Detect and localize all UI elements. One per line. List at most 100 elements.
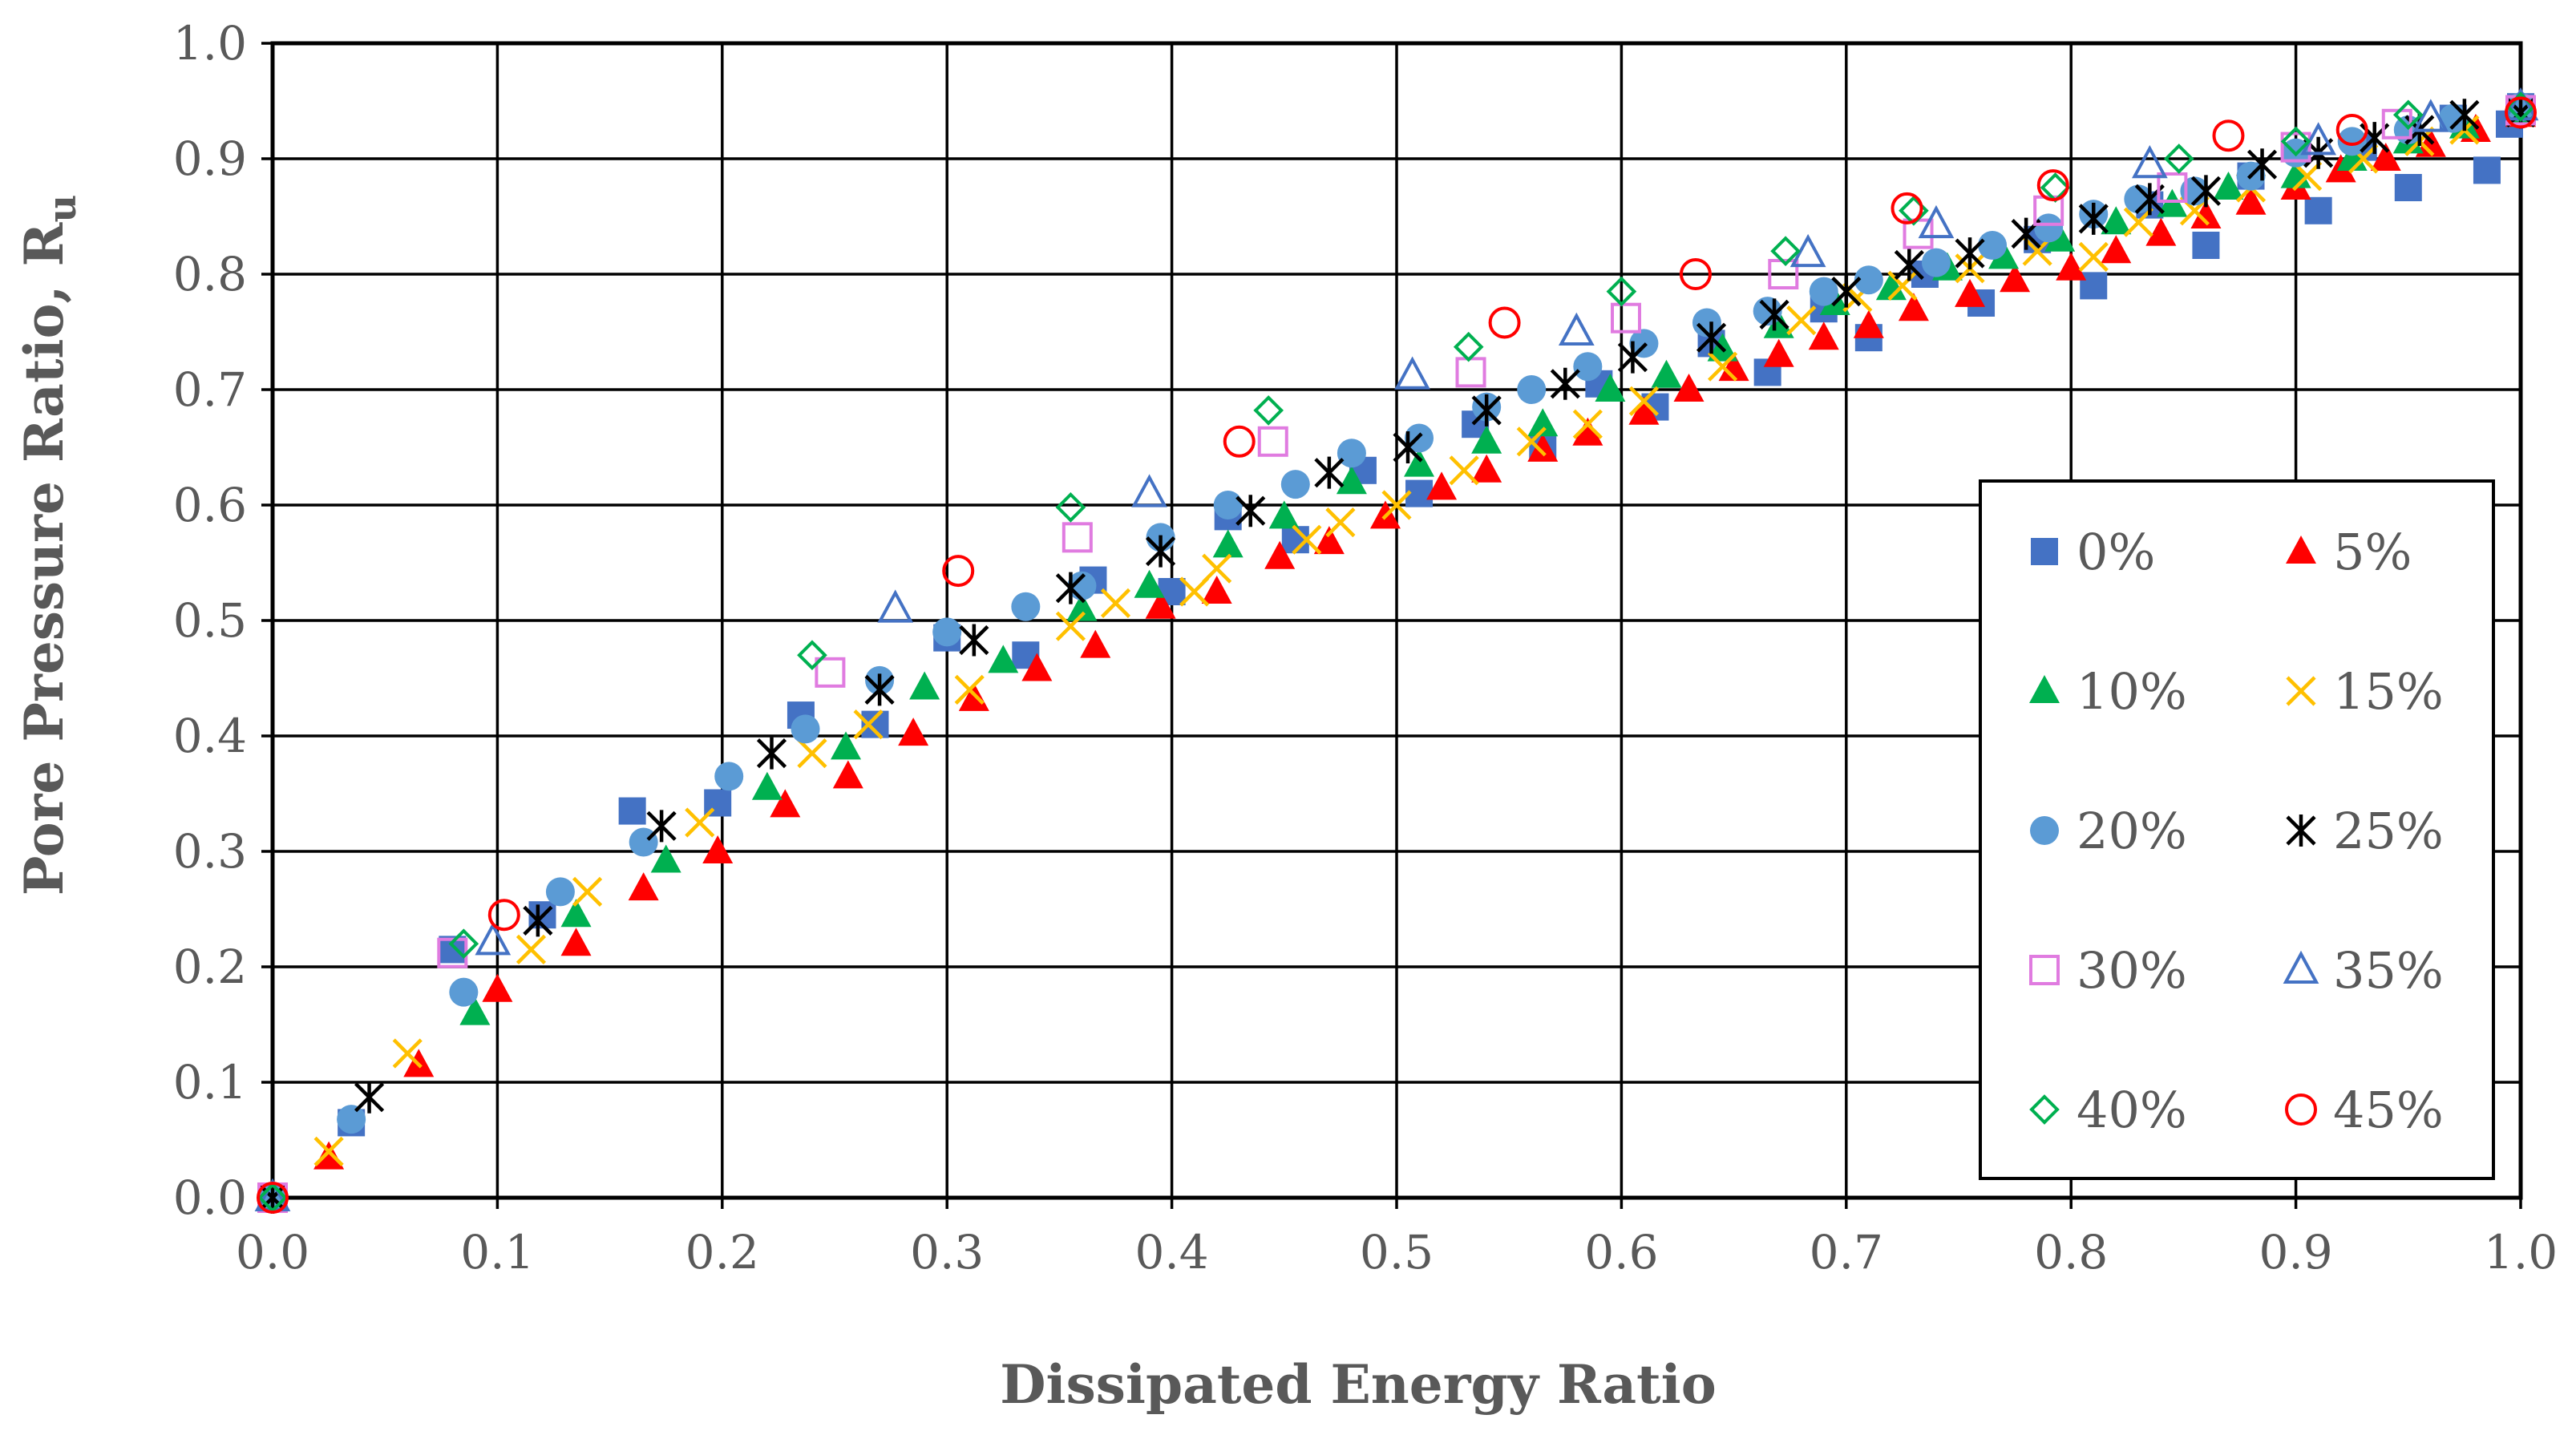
data-point: [523, 904, 553, 937]
data-point: [1831, 275, 1862, 308]
data-point: [1516, 426, 1547, 457]
legend-label: 5%: [2333, 523, 2412, 581]
data-point: [2473, 156, 2501, 184]
data-point: [1808, 321, 1839, 350]
data-point: [1426, 471, 1458, 500]
data-point: [1213, 491, 1243, 519]
y-axis-title-main: Pore Pressure Ratio, R: [13, 222, 75, 896]
y-tick-label: 0.7: [173, 362, 247, 417]
data-point: [1558, 312, 1595, 346]
data-point: [1257, 426, 1288, 457]
data-point: [448, 928, 479, 960]
data-point: [1763, 338, 1794, 367]
y-tick-label: 0.5: [173, 593, 247, 648]
data-point: [1759, 298, 1789, 331]
legend-box: [1979, 479, 2495, 1180]
legend-marker: [2286, 536, 2316, 564]
x-tick-label: 0.9: [2259, 1225, 2332, 1279]
data-point: [1264, 540, 1296, 569]
data-point: [1313, 526, 1345, 555]
data-point: [1062, 522, 1093, 553]
data-point: [1617, 341, 1648, 374]
data-point: [1679, 258, 1712, 290]
data-point: [756, 737, 787, 770]
data-point: [2190, 175, 2222, 208]
data-point: [1789, 233, 1826, 268]
series-9: [257, 96, 2537, 1214]
data-point: [1572, 417, 1603, 446]
data-point: [861, 710, 889, 738]
data-points: [254, 87, 2539, 1214]
data-point: [685, 807, 715, 838]
y-tick-label: 0.0: [173, 1170, 247, 1225]
y-tick-label: 0.3: [173, 824, 247, 879]
legend-label: 20%: [2077, 802, 2187, 860]
data-point: [2190, 200, 2222, 228]
y-tick-label: 0.2: [173, 940, 247, 994]
data-point: [2044, 223, 2076, 252]
data-point: [2157, 172, 2188, 203]
data-point: [832, 760, 863, 789]
data-point: [1853, 309, 1884, 338]
legend-marker: [2029, 675, 2060, 703]
data-point: [714, 762, 744, 791]
data-point: [2123, 207, 2153, 237]
data-point: [1223, 425, 1256, 458]
data-point: [1955, 278, 1986, 307]
data-point: [1292, 524, 1322, 555]
data-point: [516, 934, 547, 964]
data-point: [1336, 466, 1367, 495]
data-point: [770, 789, 801, 818]
data-point: [628, 872, 659, 901]
data-point: [791, 714, 820, 744]
data-point: [1572, 409, 1603, 439]
data-point: [1595, 374, 1626, 402]
data-point: [2192, 232, 2220, 259]
data-point: [1212, 529, 1244, 558]
data-point: [2080, 272, 2108, 300]
data-point: [1394, 356, 1430, 390]
series-5: [257, 96, 2536, 1214]
data-point: [1235, 495, 1266, 528]
legend-label: 40%: [2077, 1081, 2187, 1139]
data-point: [2300, 122, 2337, 156]
data-point: [1268, 500, 1300, 529]
data-point: [1314, 456, 1345, 489]
data-point: [2246, 148, 2278, 181]
data-point: [1337, 439, 1366, 468]
data-point: [1393, 431, 1423, 463]
data-point: [2101, 235, 2132, 264]
data-point: [2163, 144, 2194, 174]
data-point: [2449, 99, 2480, 131]
data-point: [1131, 474, 1167, 507]
data-point: [1921, 248, 1951, 277]
x-tick-label: 0.2: [685, 1225, 759, 1279]
data-point: [1696, 321, 1727, 354]
data-point: [2000, 264, 2031, 293]
data-point: [2392, 99, 2424, 131]
legend-marker: [2029, 1094, 2060, 1125]
data-point: [1550, 367, 1580, 400]
data-point: [702, 835, 734, 863]
x-axis-title: Dissipated Energy Ratio: [1000, 1353, 1716, 1416]
data-point: [1471, 454, 1502, 483]
data-point: [257, 1182, 289, 1214]
y-axis-ticks: 0.0 0.1 0.2 0.3 0.4 0.5 0.6 0.7 0.8 0.9 1.0: [173, 16, 273, 1225]
data-point: [1055, 611, 1086, 641]
data-point: [2505, 96, 2537, 129]
data-point: [2337, 127, 2367, 156]
x-tick-label: 0.4: [1134, 1225, 1208, 1279]
data-point: [2145, 217, 2177, 246]
data-point: [1606, 276, 1637, 307]
data-point: [2056, 252, 2087, 281]
data-point: [954, 674, 985, 705]
data-point: [1918, 204, 1955, 239]
data-point: [1100, 588, 1131, 618]
x-tick-label: 0.1: [460, 1225, 534, 1279]
data-point: [1201, 576, 1232, 604]
data-point: [1145, 590, 1176, 619]
legend-label: 15%: [2333, 662, 2444, 721]
data-point: [1898, 293, 1929, 321]
